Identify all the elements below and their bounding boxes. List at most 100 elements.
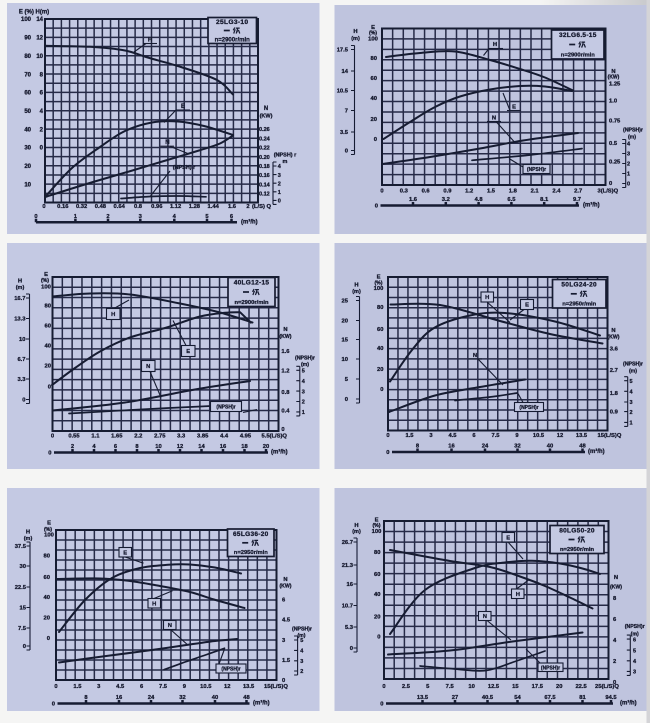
svg-text:10: 10 (155, 444, 161, 450)
svg-text:N: N (146, 364, 150, 370)
svg-text:0: 0 (380, 702, 383, 708)
svg-text:20: 20 (44, 616, 50, 622)
svg-text:n=2950r/min: n=2950r/min (234, 550, 268, 556)
svg-text:60: 60 (24, 91, 31, 97)
svg-text:5.3: 5.3 (345, 625, 354, 631)
svg-text:0: 0 (47, 636, 50, 642)
svg-text:N: N (483, 614, 487, 620)
svg-text:10: 10 (19, 337, 25, 343)
svg-text:N: N (611, 328, 615, 334)
svg-text:1.1: 1.1 (91, 434, 100, 440)
svg-text:6: 6 (472, 433, 476, 439)
svg-text:18: 18 (241, 444, 248, 450)
svg-text:7.5: 7.5 (159, 684, 168, 690)
svg-text:6.5: 6.5 (507, 197, 516, 203)
svg-text:6: 6 (40, 91, 44, 97)
svg-text:2: 2 (300, 669, 303, 675)
svg-text:65LG36-20: 65LG36-20 (233, 531, 269, 538)
svg-text:0.3: 0.3 (400, 189, 409, 195)
svg-text:4: 4 (300, 649, 304, 655)
svg-text:13.5: 13.5 (576, 433, 588, 439)
svg-text:N: N (611, 69, 615, 75)
svg-text:5: 5 (630, 379, 633, 385)
svg-text:0.6: 0.6 (422, 189, 431, 195)
svg-text:3.3: 3.3 (17, 377, 26, 383)
svg-text:0: 0 (281, 427, 284, 433)
svg-text:20: 20 (263, 444, 269, 450)
svg-text:2: 2 (627, 162, 630, 168)
svg-text:2: 2 (40, 127, 44, 133)
svg-text:2: 2 (106, 214, 109, 220)
svg-text:4: 4 (278, 164, 282, 170)
svg-text:2: 2 (71, 444, 74, 450)
svg-text:40: 40 (377, 346, 383, 352)
svg-text:4.4: 4.4 (220, 434, 229, 440)
svg-text:2: 2 (613, 659, 616, 665)
svg-text:94.5: 94.5 (605, 695, 617, 701)
svg-text:1.44: 1.44 (208, 204, 220, 210)
svg-text:2.7: 2.7 (574, 189, 582, 195)
svg-text:1.5: 1.5 (405, 433, 414, 439)
svg-text:3.3: 3.3 (177, 434, 186, 440)
svg-text:100: 100 (372, 529, 382, 535)
svg-text:0: 0 (51, 434, 54, 440)
svg-text:0: 0 (627, 182, 630, 188)
svg-text:2.75: 2.75 (154, 434, 166, 440)
svg-text:4: 4 (92, 444, 96, 450)
svg-text:14: 14 (36, 17, 43, 23)
svg-text:8.1: 8.1 (540, 197, 549, 203)
svg-text:0.55: 0.55 (68, 434, 80, 440)
svg-text:1: 1 (630, 421, 633, 427)
svg-text:80: 80 (371, 56, 377, 62)
svg-text:12: 12 (177, 444, 183, 450)
svg-text:80: 80 (44, 554, 50, 560)
svg-text:2.7: 2.7 (610, 368, 618, 374)
svg-text:0: 0 (386, 433, 389, 439)
svg-text:(NPSH)r: (NPSH)r (216, 405, 235, 411)
svg-text:0: 0 (52, 702, 55, 708)
svg-text:70: 70 (24, 72, 31, 78)
svg-text:7: 7 (345, 109, 348, 115)
svg-text:n=2950r/min: n=2950r/min (562, 301, 596, 307)
svg-text:20: 20 (371, 117, 377, 123)
svg-text:(m³/h): (m³/h) (271, 449, 288, 456)
svg-text:0: 0 (345, 149, 348, 155)
svg-text:(m): (m) (352, 289, 361, 295)
svg-text:10: 10 (468, 684, 474, 690)
svg-text:0.22: 0.22 (259, 146, 270, 152)
svg-text:32: 32 (514, 444, 520, 450)
svg-text:2: 2 (246, 204, 249, 210)
svg-text:0: 0 (282, 678, 285, 684)
svg-text:(NPSH)r: (NPSH)r (519, 405, 538, 411)
svg-text:90: 90 (24, 36, 31, 42)
svg-text:3.2: 3.2 (442, 197, 450, 203)
svg-text:30: 30 (20, 564, 26, 570)
svg-text:E: E (44, 272, 48, 278)
svg-text:0.12: 0.12 (259, 192, 270, 198)
svg-text:1.6: 1.6 (281, 349, 290, 355)
svg-text:0: 0 (278, 199, 281, 205)
svg-text:(m): (m) (629, 369, 637, 375)
svg-text:40: 40 (547, 444, 553, 450)
svg-text:40.5: 40.5 (482, 695, 494, 701)
svg-text:24: 24 (148, 695, 155, 701)
svg-text:(m): (m) (352, 529, 361, 535)
svg-text:2: 2 (630, 410, 633, 416)
svg-text:20: 20 (342, 319, 348, 325)
svg-text:80: 80 (377, 305, 383, 311)
svg-text:E: E (525, 303, 529, 309)
svg-text:40: 40 (45, 344, 51, 350)
svg-text:20: 20 (374, 615, 380, 621)
svg-text:2.5: 2.5 (402, 684, 411, 690)
svg-text:10.5: 10.5 (337, 89, 349, 95)
svg-text:5.5(L/S)Q: 5.5(L/S)Q (262, 434, 288, 440)
svg-text:(%): (%) (372, 523, 380, 529)
svg-text:6: 6 (633, 637, 636, 643)
svg-text:N: N (283, 327, 287, 333)
svg-text:0: 0 (48, 451, 51, 457)
svg-text:21.3: 21.3 (342, 563, 354, 569)
svg-text:2.4: 2.4 (552, 189, 561, 195)
svg-text:80: 80 (45, 304, 51, 310)
svg-text:(m): (m) (301, 362, 309, 368)
svg-text:6: 6 (114, 444, 118, 450)
